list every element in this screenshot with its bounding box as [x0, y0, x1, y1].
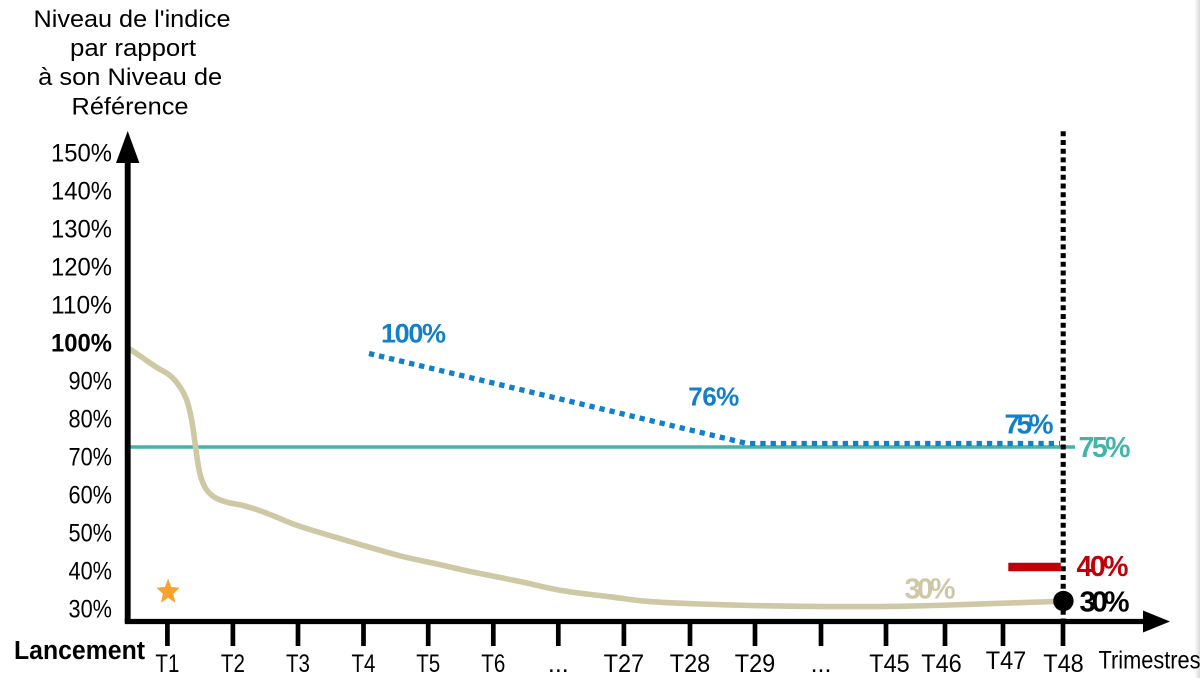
- svg-text:100%: 100%: [51, 330, 112, 358]
- svg-text:30%: 30%: [69, 596, 113, 624]
- svg-text:120%: 120%: [51, 254, 112, 282]
- svg-text:T27: T27: [604, 650, 645, 678]
- svg-text:Référence: Référence: [72, 94, 189, 121]
- svg-text:Niveau de l'indice: Niveau de l'indice: [34, 6, 231, 33]
- svg-text:à son Niveau de: à son Niveau de: [38, 64, 222, 91]
- svg-text:70%: 70%: [69, 444, 113, 472]
- svg-text:T28: T28: [670, 650, 711, 678]
- svg-text:110%: 110%: [51, 292, 112, 320]
- svg-text:T46: T46: [921, 650, 962, 678]
- svg-text:75%: 75%: [1079, 432, 1131, 464]
- svg-text:50%: 50%: [69, 520, 113, 548]
- svg-text:par rapport: par rapport: [70, 35, 196, 62]
- svg-text:Trimestres: Trimestres: [1099, 646, 1200, 674]
- svg-text:T29: T29: [735, 650, 776, 678]
- svg-text:130%: 130%: [51, 216, 112, 244]
- svg-text:40%: 40%: [1077, 551, 1129, 583]
- svg-text:Lancement: Lancement: [14, 637, 145, 665]
- svg-text:140%: 140%: [51, 178, 112, 206]
- svg-text:80%: 80%: [69, 406, 113, 434]
- svg-text:...: ...: [548, 650, 569, 678]
- svg-text:T1: T1: [155, 650, 179, 678]
- svg-text:90%: 90%: [69, 368, 113, 396]
- svg-text:30%: 30%: [1080, 587, 1130, 619]
- svg-text:T47: T47: [986, 647, 1027, 675]
- svg-text:T3: T3: [286, 650, 310, 678]
- svg-text:40%: 40%: [69, 558, 113, 586]
- svg-text:T4: T4: [352, 650, 376, 678]
- svg-text:75%: 75%: [1005, 408, 1054, 439]
- svg-text:T48: T48: [1043, 650, 1084, 678]
- svg-text:60%: 60%: [69, 482, 113, 510]
- svg-text:T2: T2: [221, 650, 245, 678]
- svg-text:...: ...: [811, 650, 832, 678]
- svg-text:30%: 30%: [905, 574, 956, 606]
- svg-text:100%: 100%: [381, 318, 446, 348]
- svg-text:T45: T45: [869, 650, 910, 678]
- svg-text:76%: 76%: [688, 381, 739, 411]
- svg-text:T6: T6: [481, 650, 505, 678]
- svg-text:T5: T5: [416, 650, 440, 678]
- svg-text:150%: 150%: [51, 140, 112, 168]
